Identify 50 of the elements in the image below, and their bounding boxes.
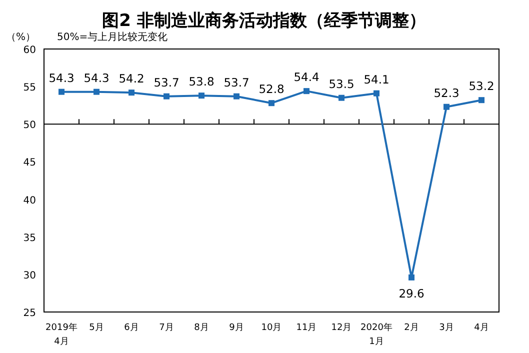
data-label: 53.8 bbox=[188, 74, 214, 89]
x-tick-label: 12月 bbox=[331, 323, 352, 333]
point bbox=[268, 100, 274, 106]
y-tick-label: 60 bbox=[23, 45, 36, 56]
x-tick-label: 2020年 1月 bbox=[360, 322, 392, 347]
point bbox=[164, 93, 170, 100]
text: 50%=与上月比较无变化 bbox=[57, 31, 168, 43]
chart-title: 图2 非制造业商务活动指数（经季节调整） bbox=[102, 11, 426, 31]
point bbox=[94, 88, 100, 95]
y-tick-label: 50 bbox=[23, 120, 36, 132]
data-label: 53.7 bbox=[154, 75, 180, 90]
point bbox=[444, 104, 450, 110]
data-label: 54.2 bbox=[118, 72, 144, 86]
data-label: 54.3 bbox=[84, 70, 110, 85]
point bbox=[338, 94, 344, 101]
point bbox=[128, 90, 134, 96]
x-tick-label: 4月 bbox=[474, 323, 489, 333]
x-tick-label: 3月 bbox=[439, 323, 454, 333]
point bbox=[58, 88, 64, 95]
point bbox=[374, 90, 380, 96]
data-label: 54.1 bbox=[364, 72, 390, 86]
data-label: 29.6 bbox=[398, 286, 424, 300]
x-tick-label: 8月 bbox=[194, 323, 209, 333]
data-label: 53.2 bbox=[468, 79, 494, 94]
y-tick-label: 45 bbox=[23, 158, 36, 169]
data-label: 53.7 bbox=[224, 75, 250, 90]
point bbox=[408, 274, 414, 280]
x-tick-label: 2019年 4月 bbox=[46, 322, 78, 347]
data-label: 52.3 bbox=[434, 86, 460, 100]
x-tick-label: 9月 bbox=[229, 323, 244, 333]
point bbox=[198, 92, 204, 99]
x-tick-label: 2月 bbox=[404, 323, 419, 333]
point bbox=[304, 88, 310, 94]
x-tick-label: 10月 bbox=[261, 323, 282, 333]
x-tick-label: 6月 bbox=[124, 323, 139, 333]
point bbox=[478, 97, 484, 104]
x-tick-label: 11月 bbox=[296, 323, 317, 333]
y-tick-label: 35 bbox=[23, 232, 36, 244]
y-tick-label: 40 bbox=[23, 195, 36, 206]
point bbox=[234, 93, 240, 100]
y-tick-label: 25 bbox=[23, 308, 36, 319]
data-label: 53.5 bbox=[328, 76, 354, 91]
x-tick-label: 5月 bbox=[89, 323, 104, 333]
data-label: 54.4 bbox=[294, 70, 320, 84]
y-tick-label: 30 bbox=[23, 270, 36, 282]
y-tick-label: 55 bbox=[23, 82, 36, 94]
data-label: 54.3 bbox=[48, 70, 74, 85]
y-axis-title: （%） bbox=[6, 32, 36, 43]
x-tick-label: 7月 bbox=[159, 323, 174, 333]
data-label: 52.8 bbox=[258, 82, 284, 96]
